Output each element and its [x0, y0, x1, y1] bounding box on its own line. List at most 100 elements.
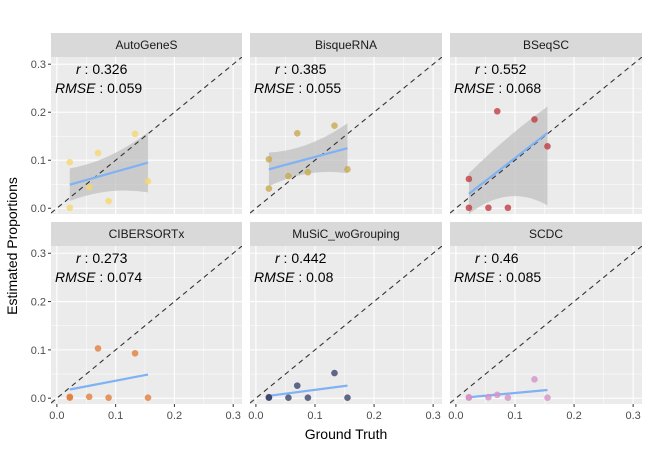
regression-line — [268, 147, 348, 171]
data-point — [265, 393, 273, 401]
data-point — [344, 166, 351, 173]
data-point — [144, 178, 152, 185]
facet-title: BSeqSC — [523, 38, 569, 52]
data-point — [304, 394, 312, 402]
data-point — [531, 376, 538, 383]
data-point — [331, 122, 338, 129]
data-point — [66, 204, 74, 212]
facet-strip — [250, 33, 442, 57]
data-point — [465, 175, 473, 183]
x-tick-label: 0.3 — [226, 410, 241, 422]
x-tick-label: 0.1 — [108, 410, 123, 422]
data-point — [485, 204, 492, 212]
x-tick-label: 0.2 — [366, 410, 381, 422]
data-point — [293, 382, 301, 389]
data-point — [66, 158, 74, 166]
data-point — [285, 172, 292, 180]
data-point — [285, 394, 292, 402]
data-point — [465, 204, 473, 212]
y-tick-label: 0.3 — [31, 59, 46, 71]
regression-line — [69, 373, 149, 391]
data-point — [304, 168, 312, 176]
y-tick-label: 0.0 — [31, 393, 46, 405]
facet-title: CIBERSORTx — [109, 227, 185, 241]
data-point — [504, 394, 512, 402]
data-point — [485, 393, 492, 401]
identity-line — [250, 246, 442, 404]
identity-line — [250, 57, 442, 214]
data-point — [331, 369, 338, 377]
y-tick-label: 0.1 — [31, 155, 46, 167]
x-tick-label: 0.3 — [425, 410, 440, 422]
data-point — [105, 394, 112, 402]
data-point — [94, 149, 102, 157]
x-tick-label: 0.1 — [307, 410, 322, 422]
confidence-band — [468, 106, 548, 214]
data-point — [265, 155, 273, 163]
panel-plot-area — [51, 57, 242, 214]
facet-panel-3: CIBERSORTx r : 0.273 RMSE : 0.074 0.0 0.1 0.2… — [31, 222, 242, 422]
facet-title: MuSiC_woGrouping — [292, 227, 399, 241]
rmse-annotation: RMSE : 0.059 — [55, 80, 142, 96]
x-tick-label: 0.0 — [49, 410, 64, 422]
data-point — [131, 349, 139, 357]
data-point — [85, 393, 93, 401]
data-point — [493, 107, 501, 115]
facet-strip — [450, 33, 642, 57]
y-tick-label: 0.3 — [31, 248, 46, 260]
panel-background — [450, 246, 642, 404]
panel-plot-area — [450, 246, 642, 404]
data-point — [544, 143, 551, 150]
y-tick-label: 0.0 — [31, 203, 46, 215]
data-point — [105, 197, 112, 205]
facet-title: AutoGeneS — [115, 38, 177, 52]
panel-plot-area — [250, 57, 442, 214]
panel-plot-area — [51, 246, 242, 404]
regression-line — [468, 388, 548, 399]
facet-strip — [250, 222, 442, 246]
facet-strip — [450, 222, 642, 246]
panel-plot-area — [450, 57, 642, 214]
panel-plot-area — [250, 246, 442, 404]
x-tick-label: 0.3 — [625, 410, 640, 422]
rmse-annotation: RMSE : 0.068 — [454, 80, 541, 96]
correlation-annotation: r : 0.552 — [475, 61, 527, 77]
data-point — [94, 345, 102, 352]
facet-panel-1: BisqueRNA r : 0.385 RMSE : 0.055 — [250, 33, 442, 214]
data-point — [544, 394, 551, 402]
correlation-annotation: r : 0.442 — [275, 250, 327, 266]
rmse-annotation: RMSE : 0.085 — [454, 269, 541, 285]
x-tick-label: 0.0 — [448, 410, 463, 422]
confidence-band — [268, 123, 348, 187]
regression-line — [69, 161, 149, 186]
correlation-annotation: r : 0.326 — [76, 61, 128, 77]
identity-line — [51, 57, 242, 214]
correlation-annotation: r : 0.273 — [76, 250, 128, 266]
data-point — [504, 204, 512, 212]
identity-line — [450, 57, 642, 214]
x-tick-label: 0.1 — [507, 410, 522, 422]
data-point — [265, 185, 273, 192]
y-tick-label: 0.2 — [31, 297, 46, 309]
facet-panel-0: AutoGeneS r : 0.326 RMSE : 0.059 0.0 0.1 0.2 0… — [31, 33, 242, 215]
data-point — [144, 394, 152, 402]
data-point — [85, 183, 93, 191]
facet-title: BisqueRNA — [315, 38, 377, 52]
x-tick-label: 0.2 — [167, 410, 182, 422]
correlation-annotation: r : 0.46 — [475, 250, 519, 266]
y-tick-label: 0.2 — [31, 107, 46, 119]
identity-line — [450, 246, 642, 404]
facet-title: SCDC — [529, 227, 563, 241]
data-point — [293, 130, 301, 137]
data-point — [131, 130, 139, 138]
facet-strip — [51, 33, 242, 57]
data-point — [344, 394, 351, 402]
rmse-annotation: RMSE : 0.055 — [254, 80, 341, 96]
x-tick-label: 0.2 — [566, 410, 581, 422]
rmse-annotation: RMSE : 0.074 — [55, 269, 142, 285]
facet-panel-2: BSeqSC r : 0.552 RMSE : 0.068 — [450, 33, 642, 214]
facet-strip — [51, 222, 242, 246]
data-point — [66, 393, 74, 401]
